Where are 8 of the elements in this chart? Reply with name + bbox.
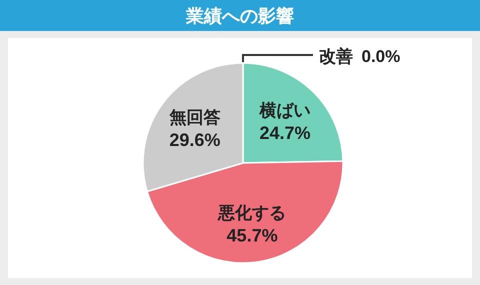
- slice-label: 無回答: [168, 108, 220, 128]
- data-label: 45.7%: [226, 225, 278, 246]
- chart-title: 業績への影響: [185, 6, 294, 26]
- data-label: 29.6%: [169, 130, 220, 150]
- slice-label: 悪化する: [217, 203, 286, 222]
- legend-label: 改善 0.0%: [319, 46, 400, 66]
- data-label: 24.7%: [260, 123, 311, 144]
- slice-label: 横ばい: [258, 101, 311, 120]
